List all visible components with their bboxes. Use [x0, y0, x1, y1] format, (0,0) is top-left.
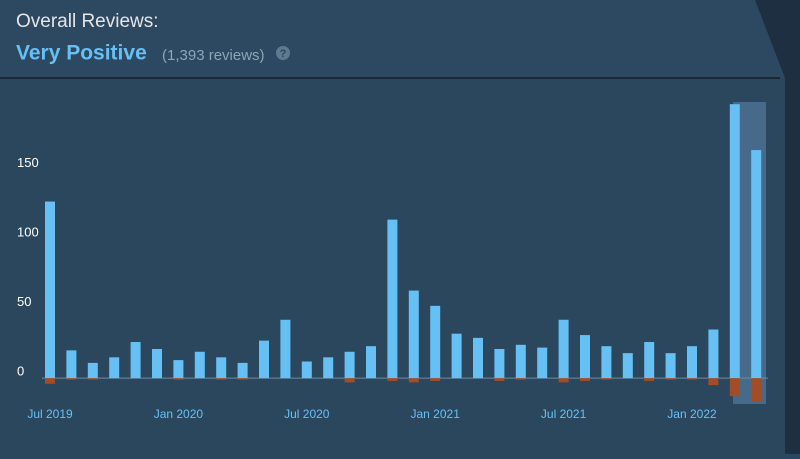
bar — [580, 335, 590, 379]
bar — [259, 340, 269, 379]
y-tick-label: 0 — [17, 364, 24, 379]
bar — [708, 378, 719, 386]
bar — [558, 378, 569, 383]
x-tick-label: Jan 2020 — [154, 407, 204, 421]
x-tick-label: Jul 2021 — [541, 407, 587, 421]
bar — [66, 350, 77, 379]
bar — [130, 342, 141, 379]
bar — [708, 329, 719, 379]
bar — [558, 319, 569, 379]
bar — [152, 348, 162, 379]
bar — [751, 150, 762, 379]
bar — [237, 378, 248, 380]
bar — [494, 348, 505, 379]
bar — [473, 337, 483, 379]
help-icon-text[interactable]: ? — [280, 48, 287, 60]
bar — [216, 357, 227, 379]
bar — [387, 378, 398, 381]
bar — [387, 219, 398, 379]
bar — [87, 362, 98, 379]
bar — [687, 346, 697, 379]
bar — [515, 378, 526, 380]
header-bg — [0, 0, 800, 78]
bar — [601, 378, 612, 380]
review-count: (1,393 reviews) — [162, 47, 265, 64]
bar — [45, 201, 55, 379]
bar — [194, 351, 205, 379]
bar — [494, 378, 505, 381]
bar — [408, 290, 419, 379]
bar — [237, 362, 248, 379]
bar — [751, 378, 762, 402]
bar — [216, 378, 227, 380]
bar — [451, 333, 462, 379]
bar — [87, 378, 98, 380]
bar — [665, 378, 676, 380]
help-icon[interactable] — [276, 46, 290, 60]
bar — [109, 357, 120, 379]
bar — [601, 346, 612, 379]
y-tick-label: 150 — [17, 155, 39, 170]
x-tick-label: Jan 2022 — [667, 407, 717, 421]
bar — [344, 351, 355, 379]
bar — [45, 378, 55, 384]
bar — [729, 378, 740, 397]
bar — [430, 378, 441, 381]
bar — [366, 346, 376, 379]
y-tick-label: 50 — [17, 294, 31, 309]
bar — [665, 353, 676, 379]
overall-title: Overall Reviews: — [16, 11, 159, 32]
bar — [580, 378, 590, 381]
bar — [408, 378, 419, 383]
bar — [173, 378, 184, 380]
bar — [537, 347, 548, 379]
x-tick-label: Jan 2021 — [411, 407, 461, 421]
side-panel — [755, 0, 800, 454]
bar — [430, 305, 441, 379]
bar — [173, 360, 184, 379]
bar — [301, 361, 312, 379]
bar — [622, 353, 633, 379]
bar — [644, 342, 655, 379]
y-tick-label: 100 — [17, 225, 39, 240]
bar — [323, 357, 334, 379]
bar — [729, 104, 740, 379]
x-tick-label: Jul 2020 — [284, 407, 330, 421]
bar — [66, 378, 77, 380]
bar — [280, 319, 291, 379]
bar — [644, 378, 655, 381]
x-tick-label: Jul 2019 — [27, 407, 73, 421]
rating: Very Positive — [16, 42, 147, 65]
bar — [687, 378, 697, 380]
bar — [515, 344, 526, 379]
bar — [344, 378, 355, 383]
